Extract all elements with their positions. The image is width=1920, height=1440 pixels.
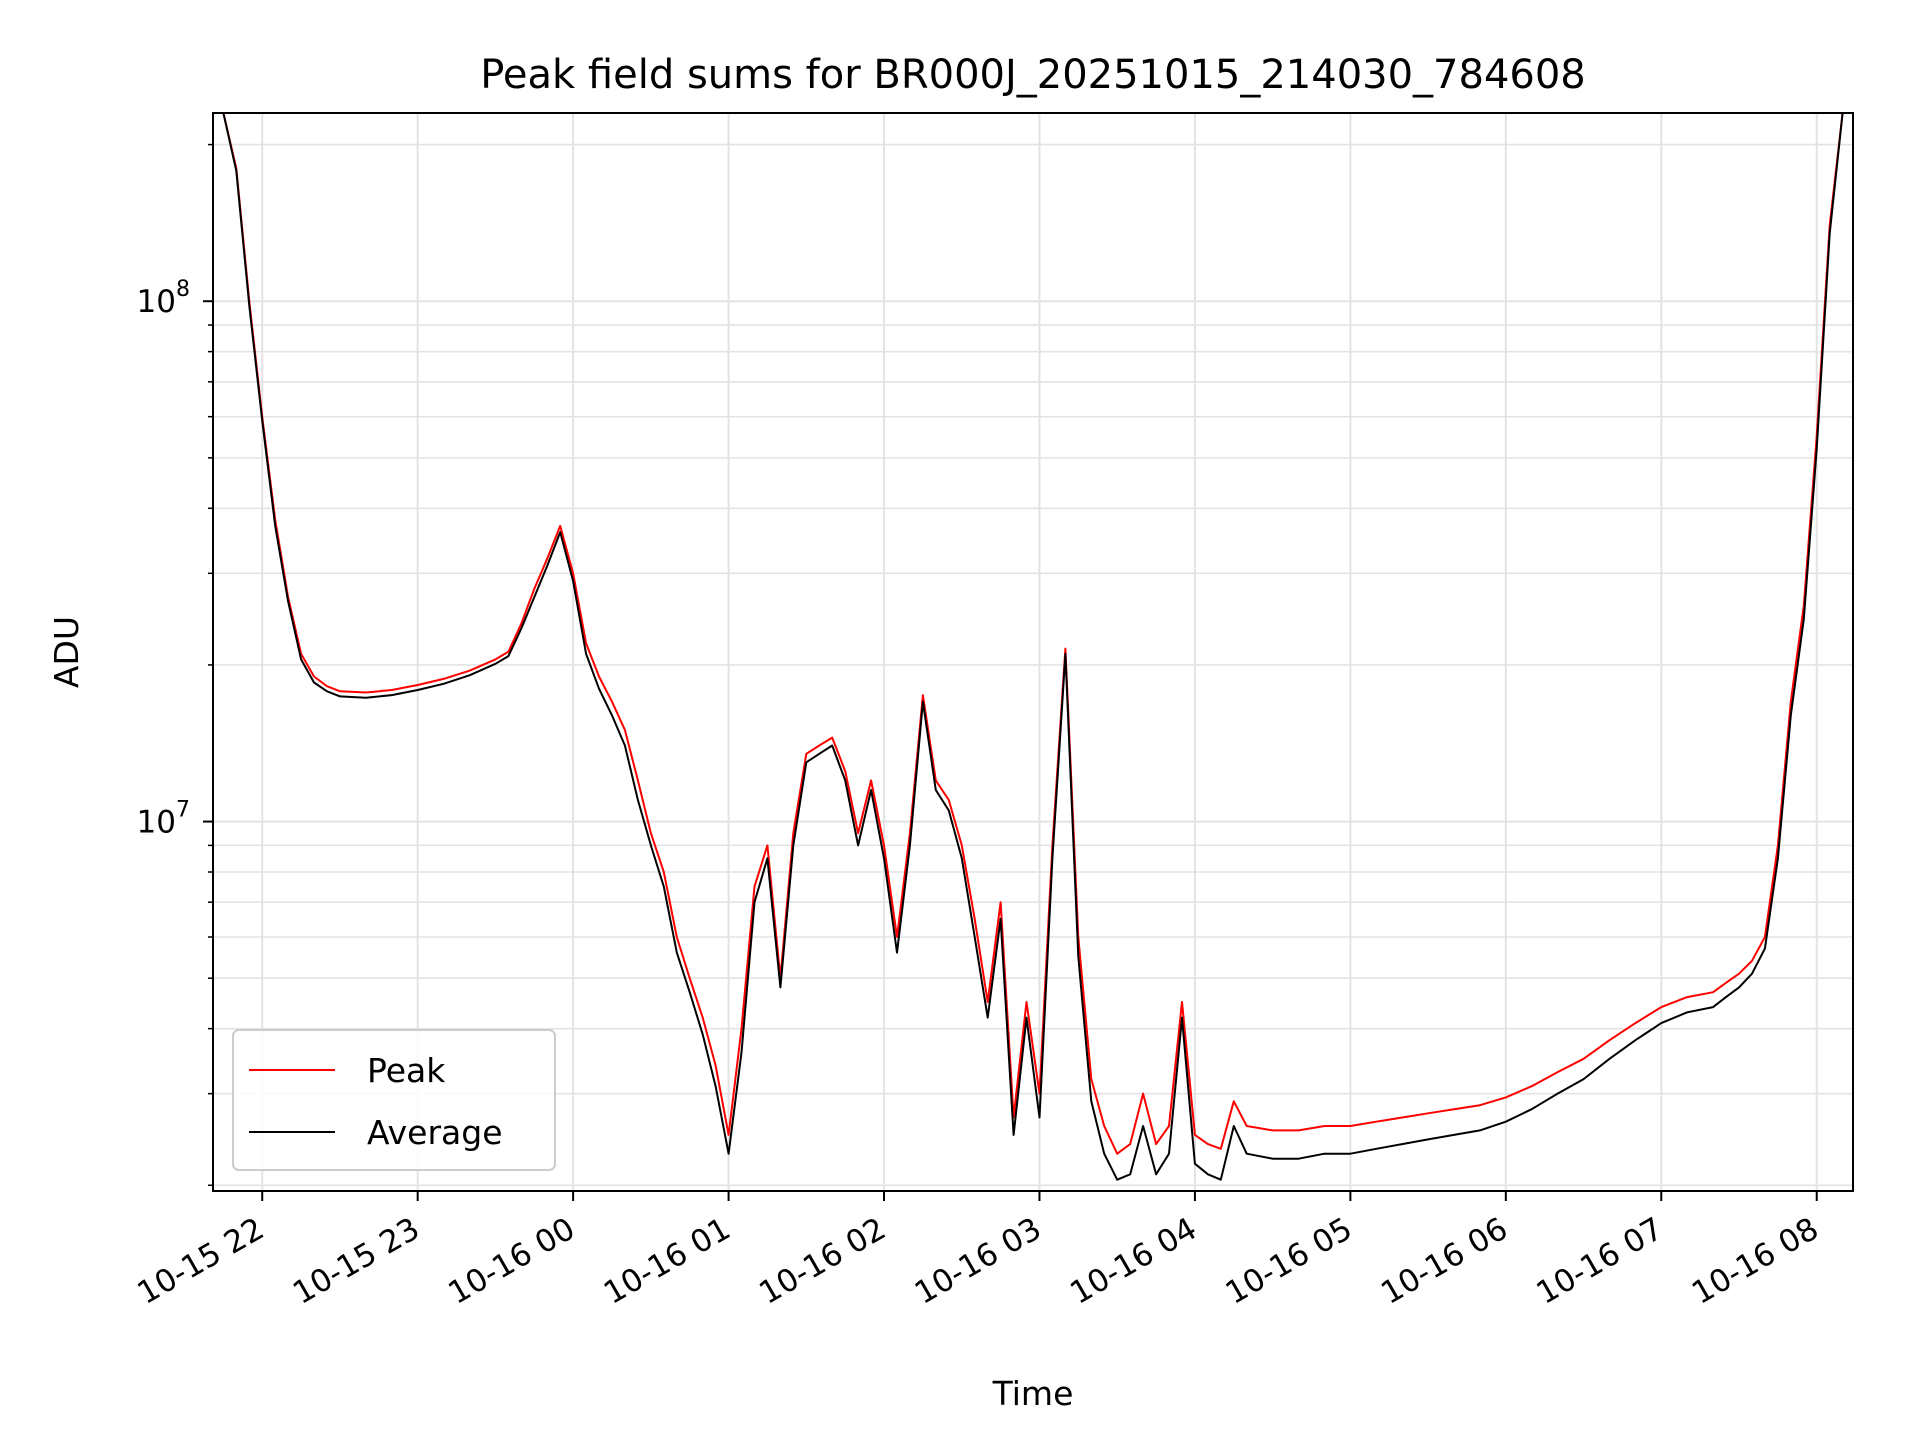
- legend: Peak Average: [232, 1029, 556, 1171]
- x-axis-label: Time: [992, 1374, 1074, 1413]
- legend-label-peak: Peak: [367, 1051, 446, 1090]
- legend-label-average: Average: [367, 1113, 503, 1152]
- chart-title: Peak field sums for BR000J_20251015_2140…: [480, 52, 1586, 98]
- grid: [213, 113, 1853, 1191]
- series-line-peak: [222, 113, 1844, 1155]
- series-line-average: [222, 113, 1844, 1181]
- y-axis-label: ADU: [47, 616, 86, 688]
- y-tick-label: 108: [137, 277, 190, 320]
- plot-frame: [212, 112, 1854, 1192]
- legend-box: [232, 1029, 556, 1171]
- y-tick-label: 107: [137, 798, 190, 841]
- series-group: [222, 113, 1844, 1181]
